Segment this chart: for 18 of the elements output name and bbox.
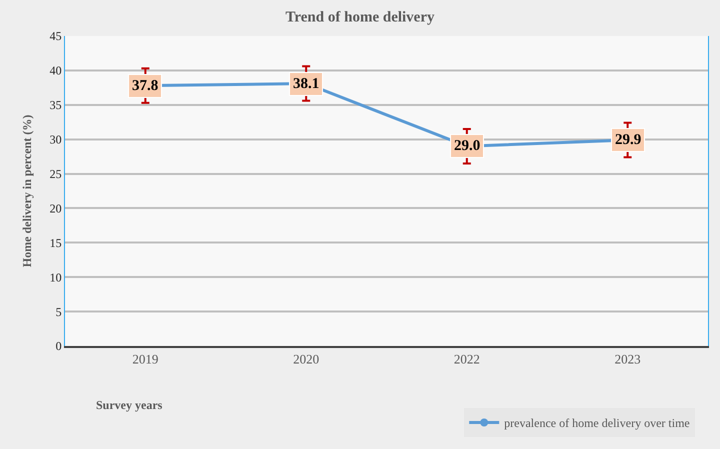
chart-title: Trend of home delivery	[285, 10, 436, 26]
x-axis-title: Survey years	[96, 398, 163, 412]
y-tick-label: 15	[50, 236, 62, 250]
x-tick-label: 2022	[454, 352, 480, 367]
y-tick-label: 45	[50, 29, 62, 44]
x-tick-label: 2019	[132, 352, 158, 367]
y-tick-label: 30	[50, 132, 62, 147]
y-tick-label: 10	[50, 270, 62, 284]
y-tick-label: 0	[56, 339, 62, 354]
x-tick-label: 2023	[614, 352, 641, 367]
legend-label: prevalence of home delivery over time	[504, 416, 690, 430]
y-tick-label: 35	[50, 98, 62, 112]
y-tick-label: 40	[50, 64, 62, 78]
y-axis-title: Home delivery in percent (%)	[20, 114, 34, 268]
y-tick-label: 20	[50, 201, 62, 216]
x-tick-label: 2020	[293, 352, 320, 367]
y-tick-label: 25	[50, 166, 62, 181]
y-tick-label: 5	[56, 304, 62, 319]
